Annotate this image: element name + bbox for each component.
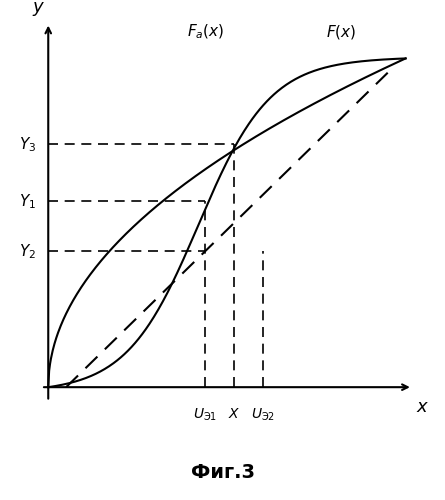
Text: Фиг.3: Фиг.3	[191, 462, 255, 481]
Text: $U_{\mathrm{\mathsf{Э2}}}$: $U_{\mathrm{\mathsf{Э2}}}$	[251, 407, 275, 423]
Text: $Y_3$: $Y_3$	[19, 135, 36, 154]
Text: $U_{\mathrm{\mathsf{Э1}}}$: $U_{\mathrm{\mathsf{Э1}}}$	[194, 407, 218, 423]
Text: y: y	[32, 0, 43, 16]
Text: $X$: $X$	[228, 407, 240, 421]
Text: $Y_1$: $Y_1$	[19, 192, 36, 210]
Text: $F(x)$: $F(x)$	[326, 22, 356, 40]
Text: $F_a(x)$: $F_a(x)$	[187, 22, 224, 40]
Text: $Y_2$: $Y_2$	[19, 242, 36, 260]
Text: x: x	[417, 398, 427, 416]
